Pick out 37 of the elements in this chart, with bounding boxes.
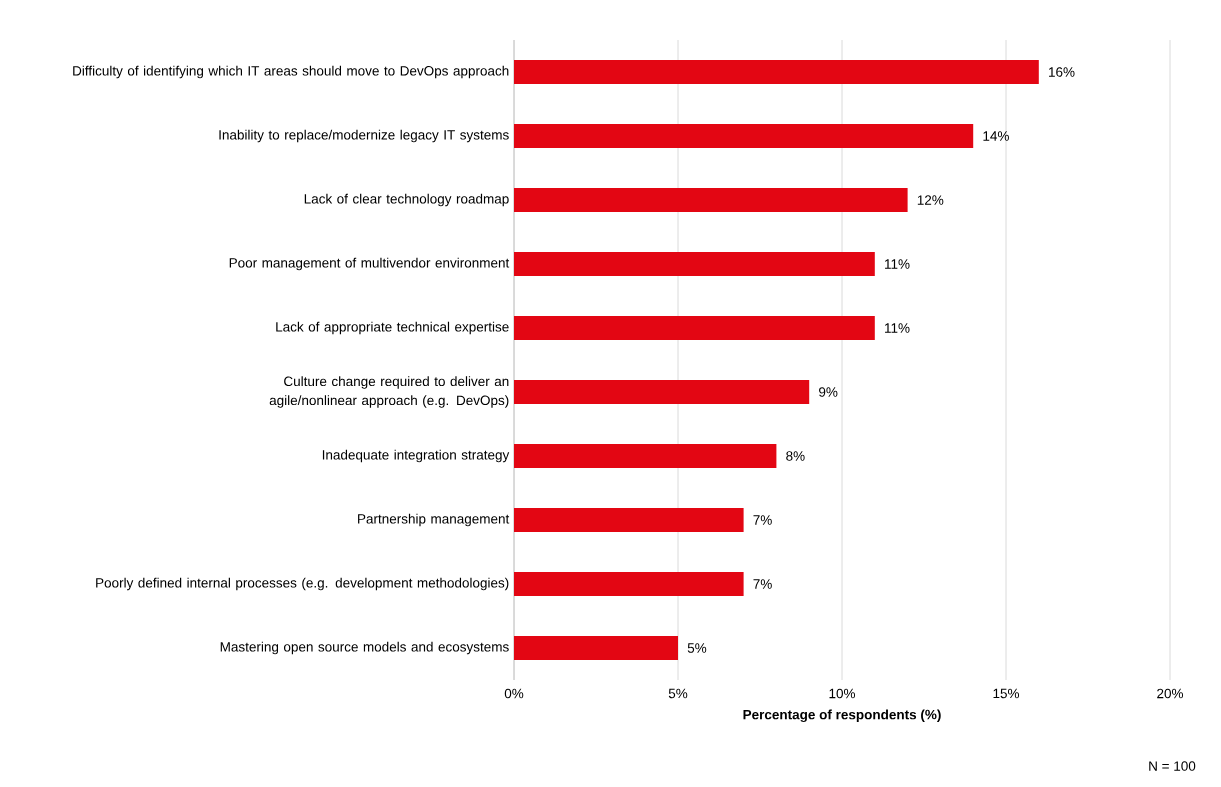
y-tick-label: Mastering open source models and ecosystems (220, 641, 509, 655)
data-label: 8% (786, 451, 805, 461)
y-tick-label: Inadequate integration strategy (322, 449, 510, 463)
y-tick-label: Inability to replace/modernize legacy IT systems (219, 129, 509, 143)
bar (514, 444, 777, 469)
data-label: 7% (753, 515, 772, 525)
data-label: 11% (885, 259, 910, 269)
x-axis-title: Percentage of respondents (%) (743, 709, 941, 723)
x-tick-label: 15% (993, 688, 1020, 699)
data-label: 9% (819, 387, 838, 397)
data-label: 5% (687, 643, 707, 653)
x-tick-label: 10% (829, 688, 856, 699)
data-label: 16% (1049, 67, 1075, 77)
bar (514, 316, 875, 340)
y-tick-label: Difficulty of identifying which IT areas should move to DevOps approach (73, 65, 509, 79)
bar (514, 188, 908, 212)
bar (514, 124, 974, 148)
x-tick-label: 5% (668, 688, 688, 699)
y-tick-label: Poor management of multivendor environment (229, 257, 510, 271)
y-tick-label: Lack of appropriate technical expertise (276, 321, 509, 335)
x-tick-label: 0% (504, 688, 524, 699)
x-tick-label: 20% (1157, 688, 1184, 699)
bar (514, 508, 744, 533)
bar (514, 380, 810, 405)
text: N = 100 (1149, 761, 1196, 771)
bar (514, 572, 744, 597)
y-tick-label: Culture change required to deliver an agile/nonlinear approach (e.g. DevOps) (269, 376, 509, 408)
bar (514, 252, 875, 276)
bar (514, 636, 678, 661)
data-label: 14% (983, 131, 1009, 141)
bar (514, 60, 1039, 84)
y-tick-label: Partnership management (358, 513, 510, 527)
data-label: 11% (885, 323, 910, 333)
y-tick-label: Lack of clear technology roadmap (304, 193, 509, 207)
data-label: 12% (917, 195, 944, 205)
data-label: 7% (753, 579, 772, 589)
y-tick-label: Poorly defined internal processes (e.g. development methodologies) (96, 577, 509, 591)
